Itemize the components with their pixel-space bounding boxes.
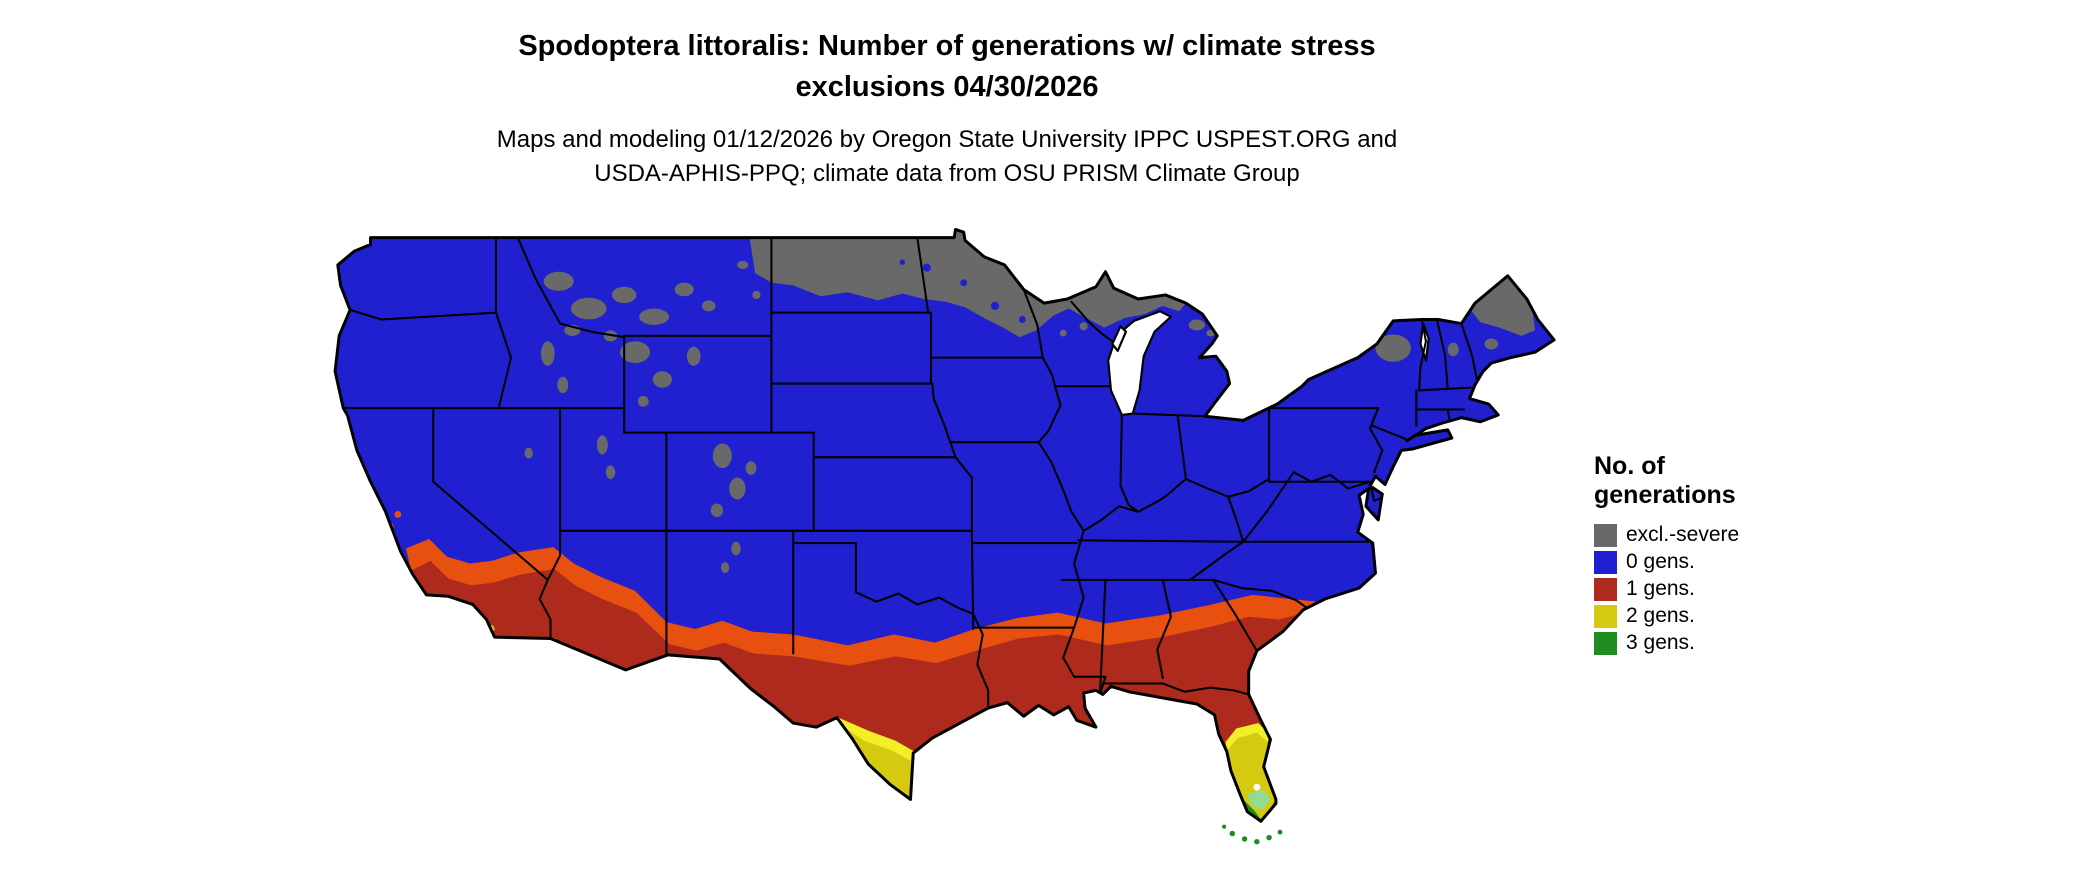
legend-swatch-excl-severe bbox=[1594, 523, 1617, 547]
region-0-generations-base bbox=[335, 229, 1555, 822]
map-subtitle: Maps and modeling 01/12/2026 by Oregon S… bbox=[0, 123, 1894, 191]
region-2-generations-florida-bright-edge bbox=[1225, 723, 1270, 749]
region-2-generations-texas-bright-edge bbox=[838, 717, 915, 762]
region-3-generations-light bbox=[1247, 789, 1271, 811]
legend-label-excl-severe: excl.-severe bbox=[1626, 523, 1740, 546]
legend-item-0-gens: 0 gens. bbox=[1594, 549, 1739, 575]
us-border-outline bbox=[333, 227, 1556, 823]
region-1-generation-fringe bbox=[405, 538, 1319, 666]
map-water bbox=[1107, 310, 1430, 417]
subtitle-line2: USDA-APHIS-PPQ; climate data from OSU PR… bbox=[594, 160, 1300, 187]
map-header: Spodoptera littoralis: Number of generat… bbox=[0, 26, 1894, 191]
legend-item-2-gens: 2 gens. bbox=[1594, 603, 1739, 629]
legend-label-2-gens: 2 gens. bbox=[1626, 604, 1695, 627]
lake-champlain bbox=[1419, 322, 1430, 362]
legend-label-3-gens: 3 gens. bbox=[1626, 631, 1695, 654]
subtitle-line1: Maps and modeling 01/12/2026 by Oregon S… bbox=[496, 126, 1398, 153]
us-generations-map bbox=[333, 227, 1556, 845]
green-bay bbox=[1111, 325, 1128, 352]
legend-title-line1: No. of bbox=[1594, 452, 1665, 480]
state-borders bbox=[342, 236, 1479, 710]
legend-label-0-gens: 0 gens. bbox=[1626, 550, 1695, 573]
region-excluded-mountain-patches bbox=[524, 260, 1499, 574]
legend-items: excl.-severe 0 gens. 1 gens. 2 gens. 3 g… bbox=[1594, 522, 1739, 656]
legend-swatch-1-gens bbox=[1594, 577, 1617, 601]
legend-swatch-3-gens bbox=[1594, 631, 1617, 655]
region-3-generations-keys bbox=[1222, 824, 1283, 845]
map-legend: No. of generations excl.-severe 0 gens. … bbox=[1594, 452, 1739, 657]
legend-item-excl-severe: excl.-severe bbox=[1594, 522, 1739, 548]
region-excluded-north-band bbox=[749, 229, 1186, 338]
legend-swatch-0-gens bbox=[1594, 550, 1617, 574]
legend-swatch-2-gens bbox=[1594, 604, 1617, 628]
legend-item-3-gens: 3 gens. bbox=[1594, 630, 1739, 656]
page-title-line2: exclusions 04/30/2026 bbox=[795, 71, 1099, 103]
legend-label-1-gens: 1 gens. bbox=[1626, 577, 1695, 600]
lake-okeechobee bbox=[1253, 783, 1261, 791]
legend-item-1-gens: 1 gens. bbox=[1594, 576, 1739, 602]
region-2-generations-texas bbox=[838, 717, 915, 800]
page-title-line1: Spodoptera littoralis: Number of generat… bbox=[518, 30, 1376, 62]
region-0-generations-speckles bbox=[899, 259, 1026, 323]
map-color-layers bbox=[335, 229, 1555, 822]
legend-title-line2: generations bbox=[1594, 481, 1736, 509]
